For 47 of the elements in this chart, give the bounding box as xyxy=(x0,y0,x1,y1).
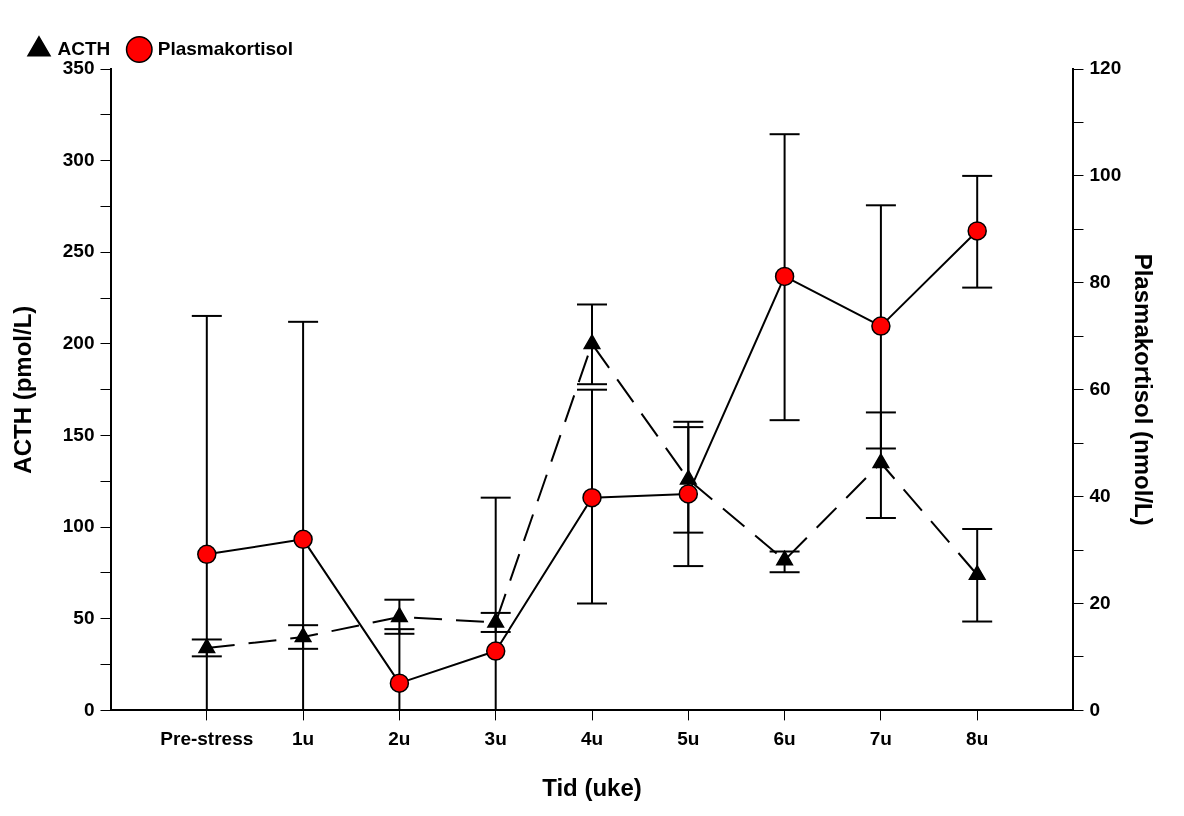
y2-tick-label: 0 xyxy=(1089,698,1101,720)
point xyxy=(679,469,697,485)
point xyxy=(968,565,986,581)
point xyxy=(583,334,601,350)
point xyxy=(389,673,410,693)
x-axis-title: Tid (uke) xyxy=(542,774,642,802)
y2-tick-label: 80 xyxy=(1089,271,1111,293)
point xyxy=(487,612,505,628)
point xyxy=(197,544,217,565)
point xyxy=(293,529,313,550)
y-tick-label: 350 xyxy=(62,57,95,79)
x-tick-label: 1u xyxy=(292,728,315,750)
point xyxy=(871,316,891,336)
y-tick-label: 250 xyxy=(62,240,95,262)
y2-tick-label: 100 xyxy=(1089,164,1122,186)
y2-tick-label: 120 xyxy=(1089,57,1122,79)
point xyxy=(967,221,987,241)
y-tick-label: 50 xyxy=(73,607,95,629)
x-tick-label: 4u xyxy=(580,728,604,750)
point xyxy=(198,638,216,654)
y-tick-label: 150 xyxy=(62,423,95,445)
y2-tick-label: 40 xyxy=(1089,484,1111,506)
legend-label: ACTH xyxy=(57,37,111,59)
x-tick-label: 3u xyxy=(484,728,507,750)
x-tick-label: 5u xyxy=(677,728,700,750)
point xyxy=(872,453,890,469)
x-tick-label: 2u xyxy=(388,728,411,750)
y2-tick-label: 20 xyxy=(1089,591,1111,613)
point xyxy=(678,484,699,504)
point xyxy=(294,627,312,643)
point xyxy=(582,487,602,508)
y2-axis-title: Plasmakortisol (nmol/L) xyxy=(1129,253,1157,526)
point xyxy=(390,607,408,623)
x-tick-label: Pre-stress xyxy=(160,728,254,750)
point xyxy=(774,266,795,287)
x-tick-label: 6u xyxy=(773,728,796,750)
legend-label: Plasmakortisol xyxy=(157,37,293,59)
y-tick-label: 200 xyxy=(62,332,95,354)
point xyxy=(485,641,506,661)
y-axis-title: ACTH (pmol/L) xyxy=(9,305,37,474)
y-tick-label: 0 xyxy=(83,698,95,720)
y2-tick-label: 60 xyxy=(1089,377,1111,399)
x-tick-label: 8u xyxy=(966,728,989,750)
y-tick-label: 300 xyxy=(62,148,95,170)
point xyxy=(776,550,794,566)
y-tick-label: 100 xyxy=(62,515,95,537)
x-tick-label: 7u xyxy=(869,728,892,750)
